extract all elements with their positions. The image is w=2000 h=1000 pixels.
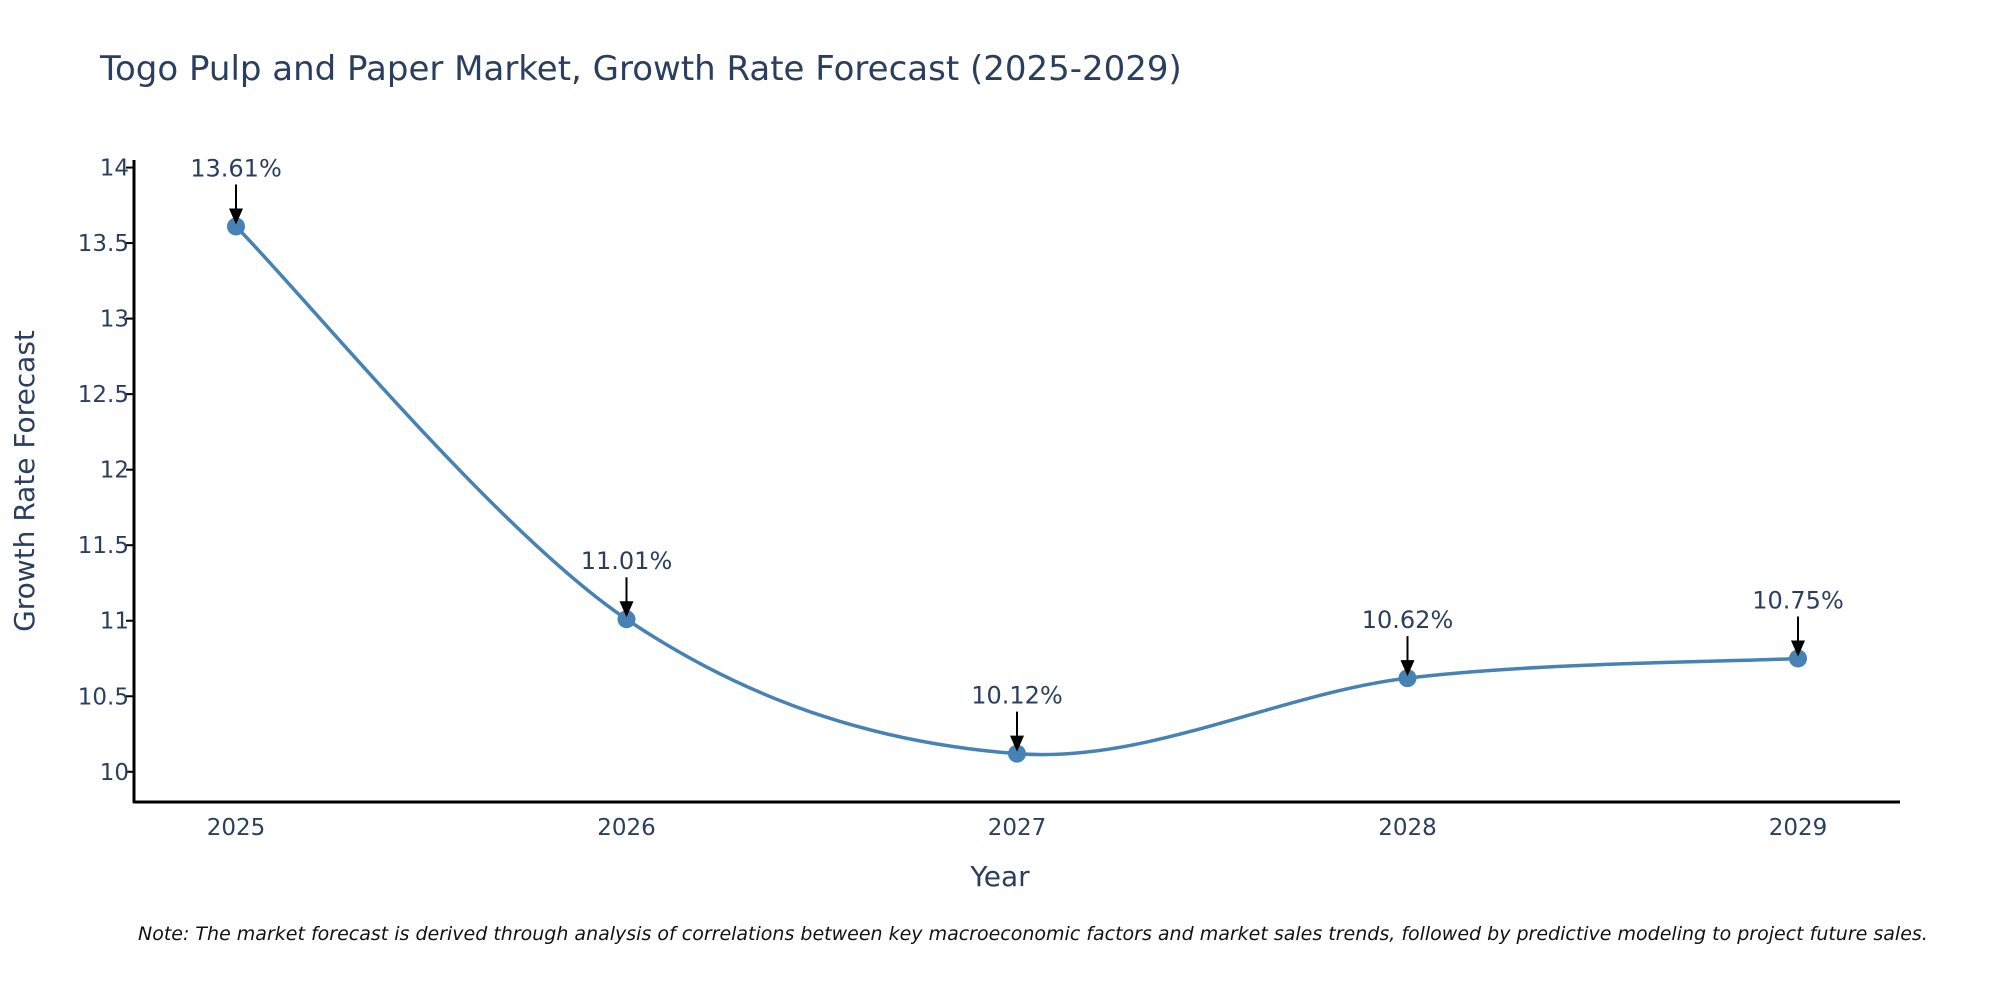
y-tick-label: 11 <box>100 609 129 635</box>
annotation-arrow-head <box>1791 640 1805 657</box>
footnote: Note: The market forecast is derived thr… <box>138 923 1928 945</box>
x-tick-label: 2026 <box>597 815 656 841</box>
series-line <box>234 225 1799 757</box>
y-axis-title: Growth Rate Forecast <box>8 330 41 632</box>
data-label: 13.61% <box>190 154 282 182</box>
y-tick-label: 12.5 <box>78 382 129 408</box>
y-tick-label: 11.5 <box>78 533 129 559</box>
data-label: 10.12% <box>971 682 1063 710</box>
data-point-marker <box>1398 669 1417 688</box>
x-tick-label: 2027 <box>988 815 1047 841</box>
x-tick-label: 2028 <box>1378 815 1437 841</box>
annotation-arrow-head <box>619 601 634 618</box>
data-label: 10.75% <box>1752 586 1844 614</box>
y-tick-label: 14 <box>100 156 129 182</box>
data-label: 11.01% <box>581 547 673 575</box>
series-markers <box>227 217 1807 763</box>
data-point-marker <box>227 217 245 236</box>
y-tick-label: 13.5 <box>78 231 129 257</box>
x-axis-title: Year <box>969 860 1030 893</box>
data-annotations: 13.61% 11.01% 10.12% 10.62% 10.75% <box>190 154 1844 752</box>
annotation-arrow-head <box>1010 735 1024 752</box>
annotation-arrow-head <box>1400 660 1415 677</box>
data-point-marker <box>617 610 636 629</box>
x-tick-label: 2025 <box>207 815 266 841</box>
x-axis-ticks: 2025 2026 2027 2028 2029 <box>207 815 1828 841</box>
annotation-arrow-head <box>229 208 243 225</box>
y-tick-label: 13 <box>100 307 129 333</box>
y-axis-ticks: 10 10.5 11 11.5 12 12.5 13 13.5 14 <box>78 156 134 786</box>
x-tick-label: 2029 <box>1769 815 1828 841</box>
y-tick-label: 10.5 <box>78 684 129 710</box>
data-point-marker <box>1789 649 1807 668</box>
chart-title: Togo Pulp and Paper Market, Growth Rate … <box>99 49 1182 89</box>
data-point-marker <box>1008 744 1026 763</box>
y-tick-label: 12 <box>100 458 129 484</box>
y-tick-label: 10 <box>100 760 129 786</box>
data-label: 10.62% <box>1362 606 1454 634</box>
